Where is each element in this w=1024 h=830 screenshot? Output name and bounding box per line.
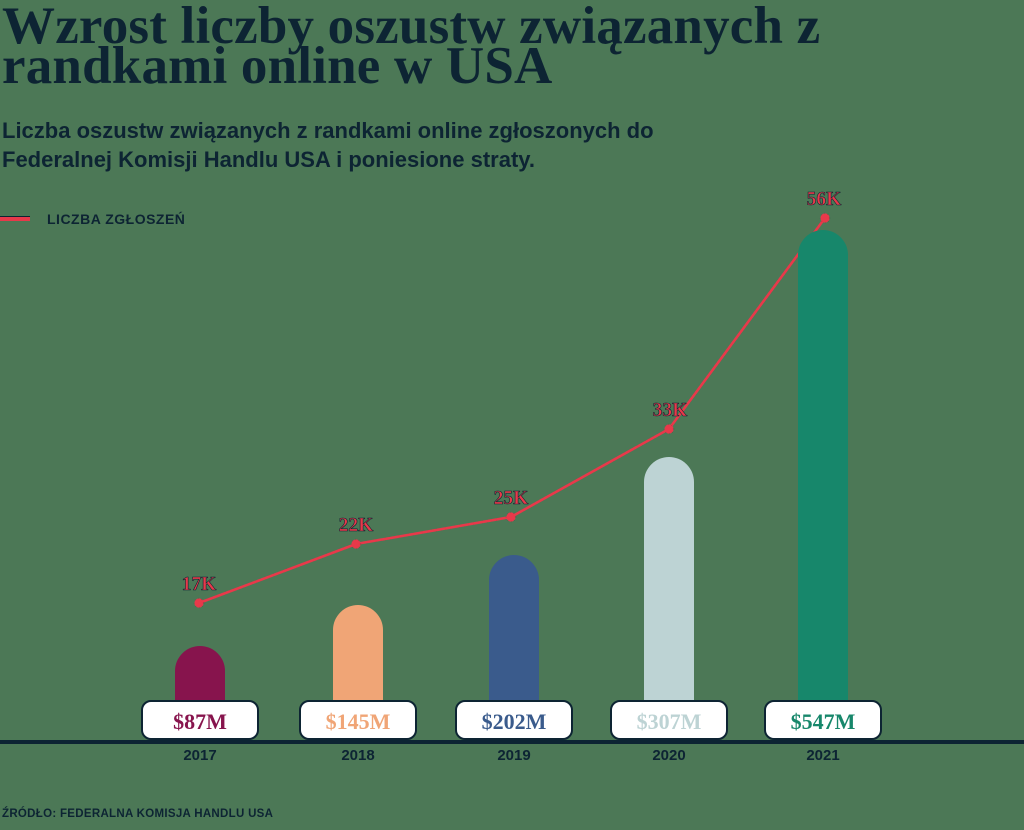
svg-text:17K: 17K bbox=[182, 574, 218, 595]
svg-text:56K: 56K bbox=[807, 189, 843, 210]
svg-text:25K: 25K bbox=[494, 488, 530, 509]
svg-text:22K: 22K bbox=[339, 515, 375, 536]
svg-text:33K: 33K bbox=[653, 400, 689, 421]
